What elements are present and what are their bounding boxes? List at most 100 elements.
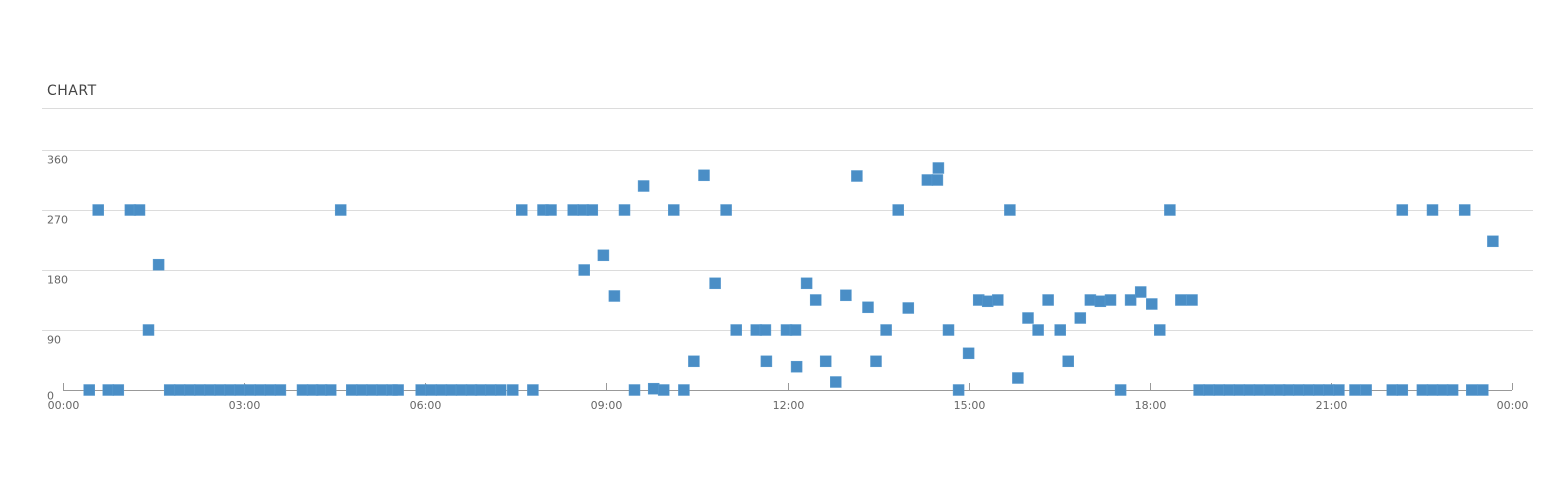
data-point[interactable]	[942, 324, 955, 336]
data-point[interactable]	[981, 295, 994, 308]
data-point[interactable]	[1292, 384, 1305, 396]
data-point[interactable]	[425, 384, 438, 396]
data-point[interactable]	[809, 294, 822, 306]
data-point[interactable]	[1114, 384, 1127, 396]
data-point[interactable]	[1426, 204, 1439, 216]
data-point[interactable]	[1253, 384, 1266, 396]
data-point[interactable]	[224, 384, 236, 396]
data-point[interactable]	[628, 384, 641, 396]
data-point[interactable]	[1396, 384, 1409, 396]
data-point[interactable]	[1243, 384, 1256, 396]
data-point[interactable]	[931, 174, 944, 186]
data-point[interactable]	[992, 294, 1004, 306]
data-point[interactable]	[1313, 384, 1325, 396]
data-point[interactable]	[800, 277, 813, 290]
data-point[interactable]	[1154, 324, 1166, 336]
data-point[interactable]	[902, 302, 915, 314]
data-point[interactable]	[1386, 384, 1399, 396]
data-point[interactable]	[819, 355, 832, 368]
data-point[interactable]	[851, 170, 863, 182]
data-point[interactable]	[1004, 204, 1016, 216]
data-point[interactable]	[637, 180, 650, 192]
data-point[interactable]	[1396, 204, 1409, 216]
data-point[interactable]	[1175, 294, 1187, 306]
data-point[interactable]	[1074, 312, 1087, 324]
data-point[interactable]	[1302, 384, 1315, 396]
data-point[interactable]	[1466, 384, 1478, 396]
data-point[interactable]	[1487, 235, 1499, 248]
data-point[interactable]	[1436, 384, 1449, 396]
data-point[interactable]	[760, 355, 773, 368]
data-point[interactable]	[567, 204, 579, 216]
data-point[interactable]	[264, 384, 277, 396]
data-point[interactable]	[1164, 204, 1176, 216]
data-point[interactable]	[1134, 286, 1147, 298]
data-point[interactable]	[830, 376, 842, 388]
data-point[interactable]	[1349, 384, 1361, 396]
data-point[interactable]	[1054, 324, 1066, 336]
data-point[interactable]	[730, 324, 742, 336]
data-point[interactable]	[1233, 384, 1246, 396]
data-point[interactable]	[586, 204, 599, 216]
data-point[interactable]	[1104, 294, 1117, 306]
data-point[interactable]	[698, 169, 710, 182]
data-point[interactable]	[1022, 312, 1034, 324]
data-point[interactable]	[1446, 384, 1459, 396]
data-point[interactable]	[152, 258, 165, 271]
data-point[interactable]	[1458, 204, 1471, 216]
data-point[interactable]	[516, 204, 528, 216]
data-point[interactable]	[1186, 294, 1198, 306]
data-point[interactable]	[790, 360, 803, 373]
data-point[interactable]	[484, 384, 497, 396]
data-point[interactable]	[1213, 384, 1225, 396]
data-point[interactable]	[83, 384, 95, 396]
data-point[interactable]	[445, 384, 458, 396]
data-point[interactable]	[163, 384, 176, 396]
data-point[interactable]	[204, 384, 216, 396]
data-point[interactable]	[1223, 384, 1235, 396]
data-point[interactable]	[1146, 298, 1158, 310]
data-point[interactable]	[494, 384, 507, 396]
data-point[interactable]	[1124, 294, 1137, 306]
data-point[interactable]	[1062, 355, 1074, 368]
data-point[interactable]	[1032, 324, 1044, 336]
data-point[interactable]	[92, 204, 104, 216]
data-point[interactable]	[962, 347, 975, 360]
data-point[interactable]	[334, 204, 347, 216]
data-point[interactable]	[932, 162, 945, 174]
data-point[interactable]	[921, 174, 934, 186]
data-point[interactable]	[870, 355, 882, 368]
data-point[interactable]	[1477, 384, 1489, 396]
data-point[interactable]	[415, 384, 427, 396]
data-point[interactable]	[789, 324, 802, 336]
data-point[interactable]	[1333, 384, 1345, 396]
data-point[interactable]	[376, 384, 388, 396]
data-point[interactable]	[1282, 384, 1295, 396]
data-point[interactable]	[392, 384, 404, 396]
data-point[interactable]	[274, 384, 287, 396]
data-point[interactable]	[647, 382, 660, 395]
data-point[interactable]	[296, 384, 309, 396]
data-point[interactable]	[597, 249, 610, 262]
data-point[interactable]	[173, 384, 186, 396]
data-point[interactable]	[892, 204, 904, 216]
data-point[interactable]	[254, 384, 266, 396]
data-point[interactable]	[1426, 384, 1439, 396]
data-point[interactable]	[1416, 384, 1429, 396]
data-point[interactable]	[324, 384, 337, 396]
data-point[interactable]	[366, 384, 378, 396]
data-point[interactable]	[545, 204, 557, 216]
data-point[interactable]	[234, 384, 246, 396]
data-point[interactable]	[840, 289, 852, 302]
data-point[interactable]	[1094, 295, 1107, 308]
data-point[interactable]	[455, 384, 468, 396]
data-point[interactable]	[578, 264, 590, 276]
data-point[interactable]	[474, 384, 487, 396]
data-point[interactable]	[618, 204, 631, 216]
data-point[interactable]	[668, 204, 680, 216]
data-point[interactable]	[1084, 294, 1097, 306]
data-point[interactable]	[678, 384, 690, 396]
data-point[interactable]	[142, 324, 155, 336]
data-point[interactable]	[346, 384, 358, 396]
data-point[interactable]	[102, 384, 115, 396]
